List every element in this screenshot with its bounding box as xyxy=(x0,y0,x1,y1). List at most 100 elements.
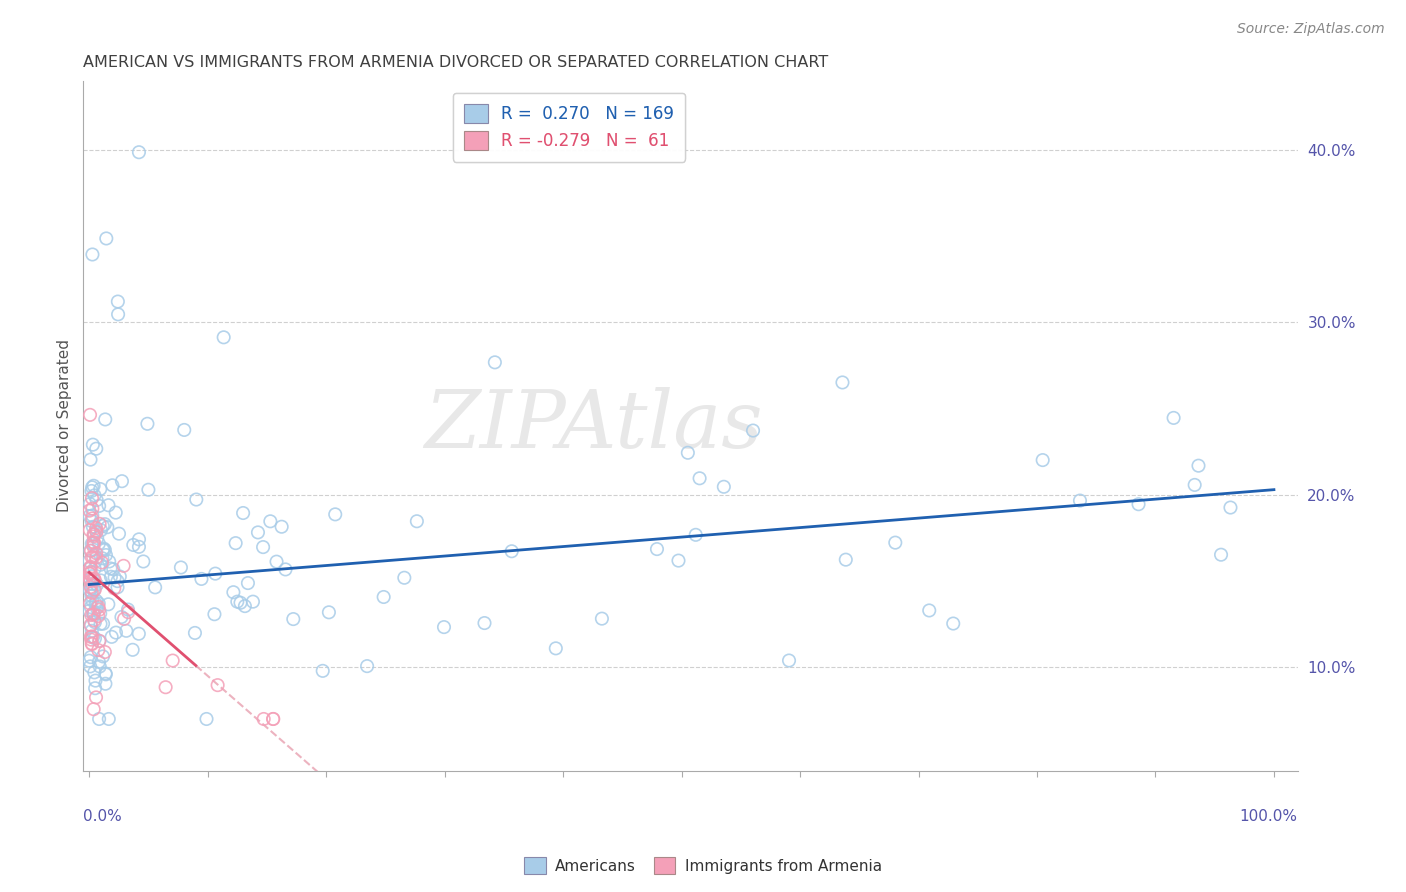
Point xyxy=(713,480,735,494)
Point xyxy=(82,501,104,516)
Point xyxy=(143,580,166,594)
Point xyxy=(884,535,907,549)
Point xyxy=(80,536,103,550)
Point xyxy=(107,580,129,594)
Point xyxy=(79,408,101,422)
Point xyxy=(207,678,229,692)
Point xyxy=(110,610,132,624)
Point xyxy=(1184,478,1206,492)
Point xyxy=(323,508,346,522)
Point xyxy=(112,558,135,573)
Point xyxy=(668,553,690,567)
Point xyxy=(80,550,103,565)
Point xyxy=(84,546,107,560)
Point xyxy=(82,520,104,534)
Point xyxy=(86,525,108,540)
Point xyxy=(104,625,127,640)
Point xyxy=(83,488,105,502)
Point xyxy=(82,607,104,621)
Point xyxy=(89,616,111,631)
Point xyxy=(778,653,800,667)
Point xyxy=(94,666,117,681)
Point xyxy=(103,582,125,596)
Point xyxy=(184,626,207,640)
Point xyxy=(83,573,105,587)
Point xyxy=(100,561,122,575)
Point xyxy=(501,544,523,558)
Point xyxy=(87,536,110,550)
Point xyxy=(242,595,264,609)
Point xyxy=(97,712,120,726)
Point xyxy=(91,542,114,557)
Point xyxy=(79,543,101,558)
Text: ZIPAtlas: ZIPAtlas xyxy=(425,387,762,465)
Point xyxy=(117,605,139,619)
Point xyxy=(394,571,416,585)
Point xyxy=(79,582,101,597)
Point xyxy=(170,560,193,574)
Point xyxy=(79,523,101,537)
Point xyxy=(97,498,120,512)
Point xyxy=(212,330,235,344)
Point xyxy=(83,529,105,543)
Point xyxy=(93,541,115,556)
Point xyxy=(82,247,104,261)
Point xyxy=(80,637,103,651)
Point xyxy=(186,492,208,507)
Point xyxy=(1219,500,1241,515)
Point xyxy=(226,595,249,609)
Point xyxy=(138,483,160,497)
Point xyxy=(79,597,101,611)
Point xyxy=(80,632,103,647)
Point xyxy=(128,533,150,547)
Point xyxy=(162,654,184,668)
Point xyxy=(80,577,103,591)
Point xyxy=(91,519,114,533)
Point xyxy=(122,538,145,552)
Point xyxy=(204,607,226,622)
Point xyxy=(107,307,129,321)
Point xyxy=(86,600,108,615)
Point xyxy=(89,659,111,673)
Point xyxy=(94,548,117,562)
Point xyxy=(236,576,259,591)
Point xyxy=(91,649,114,664)
Point xyxy=(136,417,159,431)
Point xyxy=(373,590,395,604)
Point xyxy=(94,412,117,426)
Point xyxy=(318,605,340,619)
Point xyxy=(79,561,101,575)
Point xyxy=(83,614,105,628)
Point xyxy=(98,554,121,568)
Point xyxy=(84,550,107,565)
Point xyxy=(689,471,711,485)
Point xyxy=(86,493,108,508)
Point xyxy=(89,603,111,617)
Point xyxy=(1128,497,1150,511)
Point xyxy=(82,540,104,554)
Point xyxy=(77,604,100,618)
Point xyxy=(83,527,105,541)
Point xyxy=(79,561,101,575)
Point xyxy=(79,565,101,579)
Point xyxy=(274,562,297,576)
Point xyxy=(82,550,104,565)
Point xyxy=(312,664,335,678)
Point xyxy=(80,608,103,623)
Point xyxy=(80,586,103,600)
Point xyxy=(87,643,110,657)
Point xyxy=(1069,493,1091,508)
Point xyxy=(233,599,256,613)
Point xyxy=(108,526,131,541)
Point xyxy=(84,442,107,456)
Point xyxy=(84,597,107,611)
Point xyxy=(79,580,101,594)
Point xyxy=(79,574,101,588)
Point xyxy=(225,536,247,550)
Point xyxy=(79,497,101,511)
Point xyxy=(87,655,110,669)
Point xyxy=(474,615,496,630)
Point xyxy=(253,712,276,726)
Point xyxy=(111,474,134,488)
Point xyxy=(83,561,105,575)
